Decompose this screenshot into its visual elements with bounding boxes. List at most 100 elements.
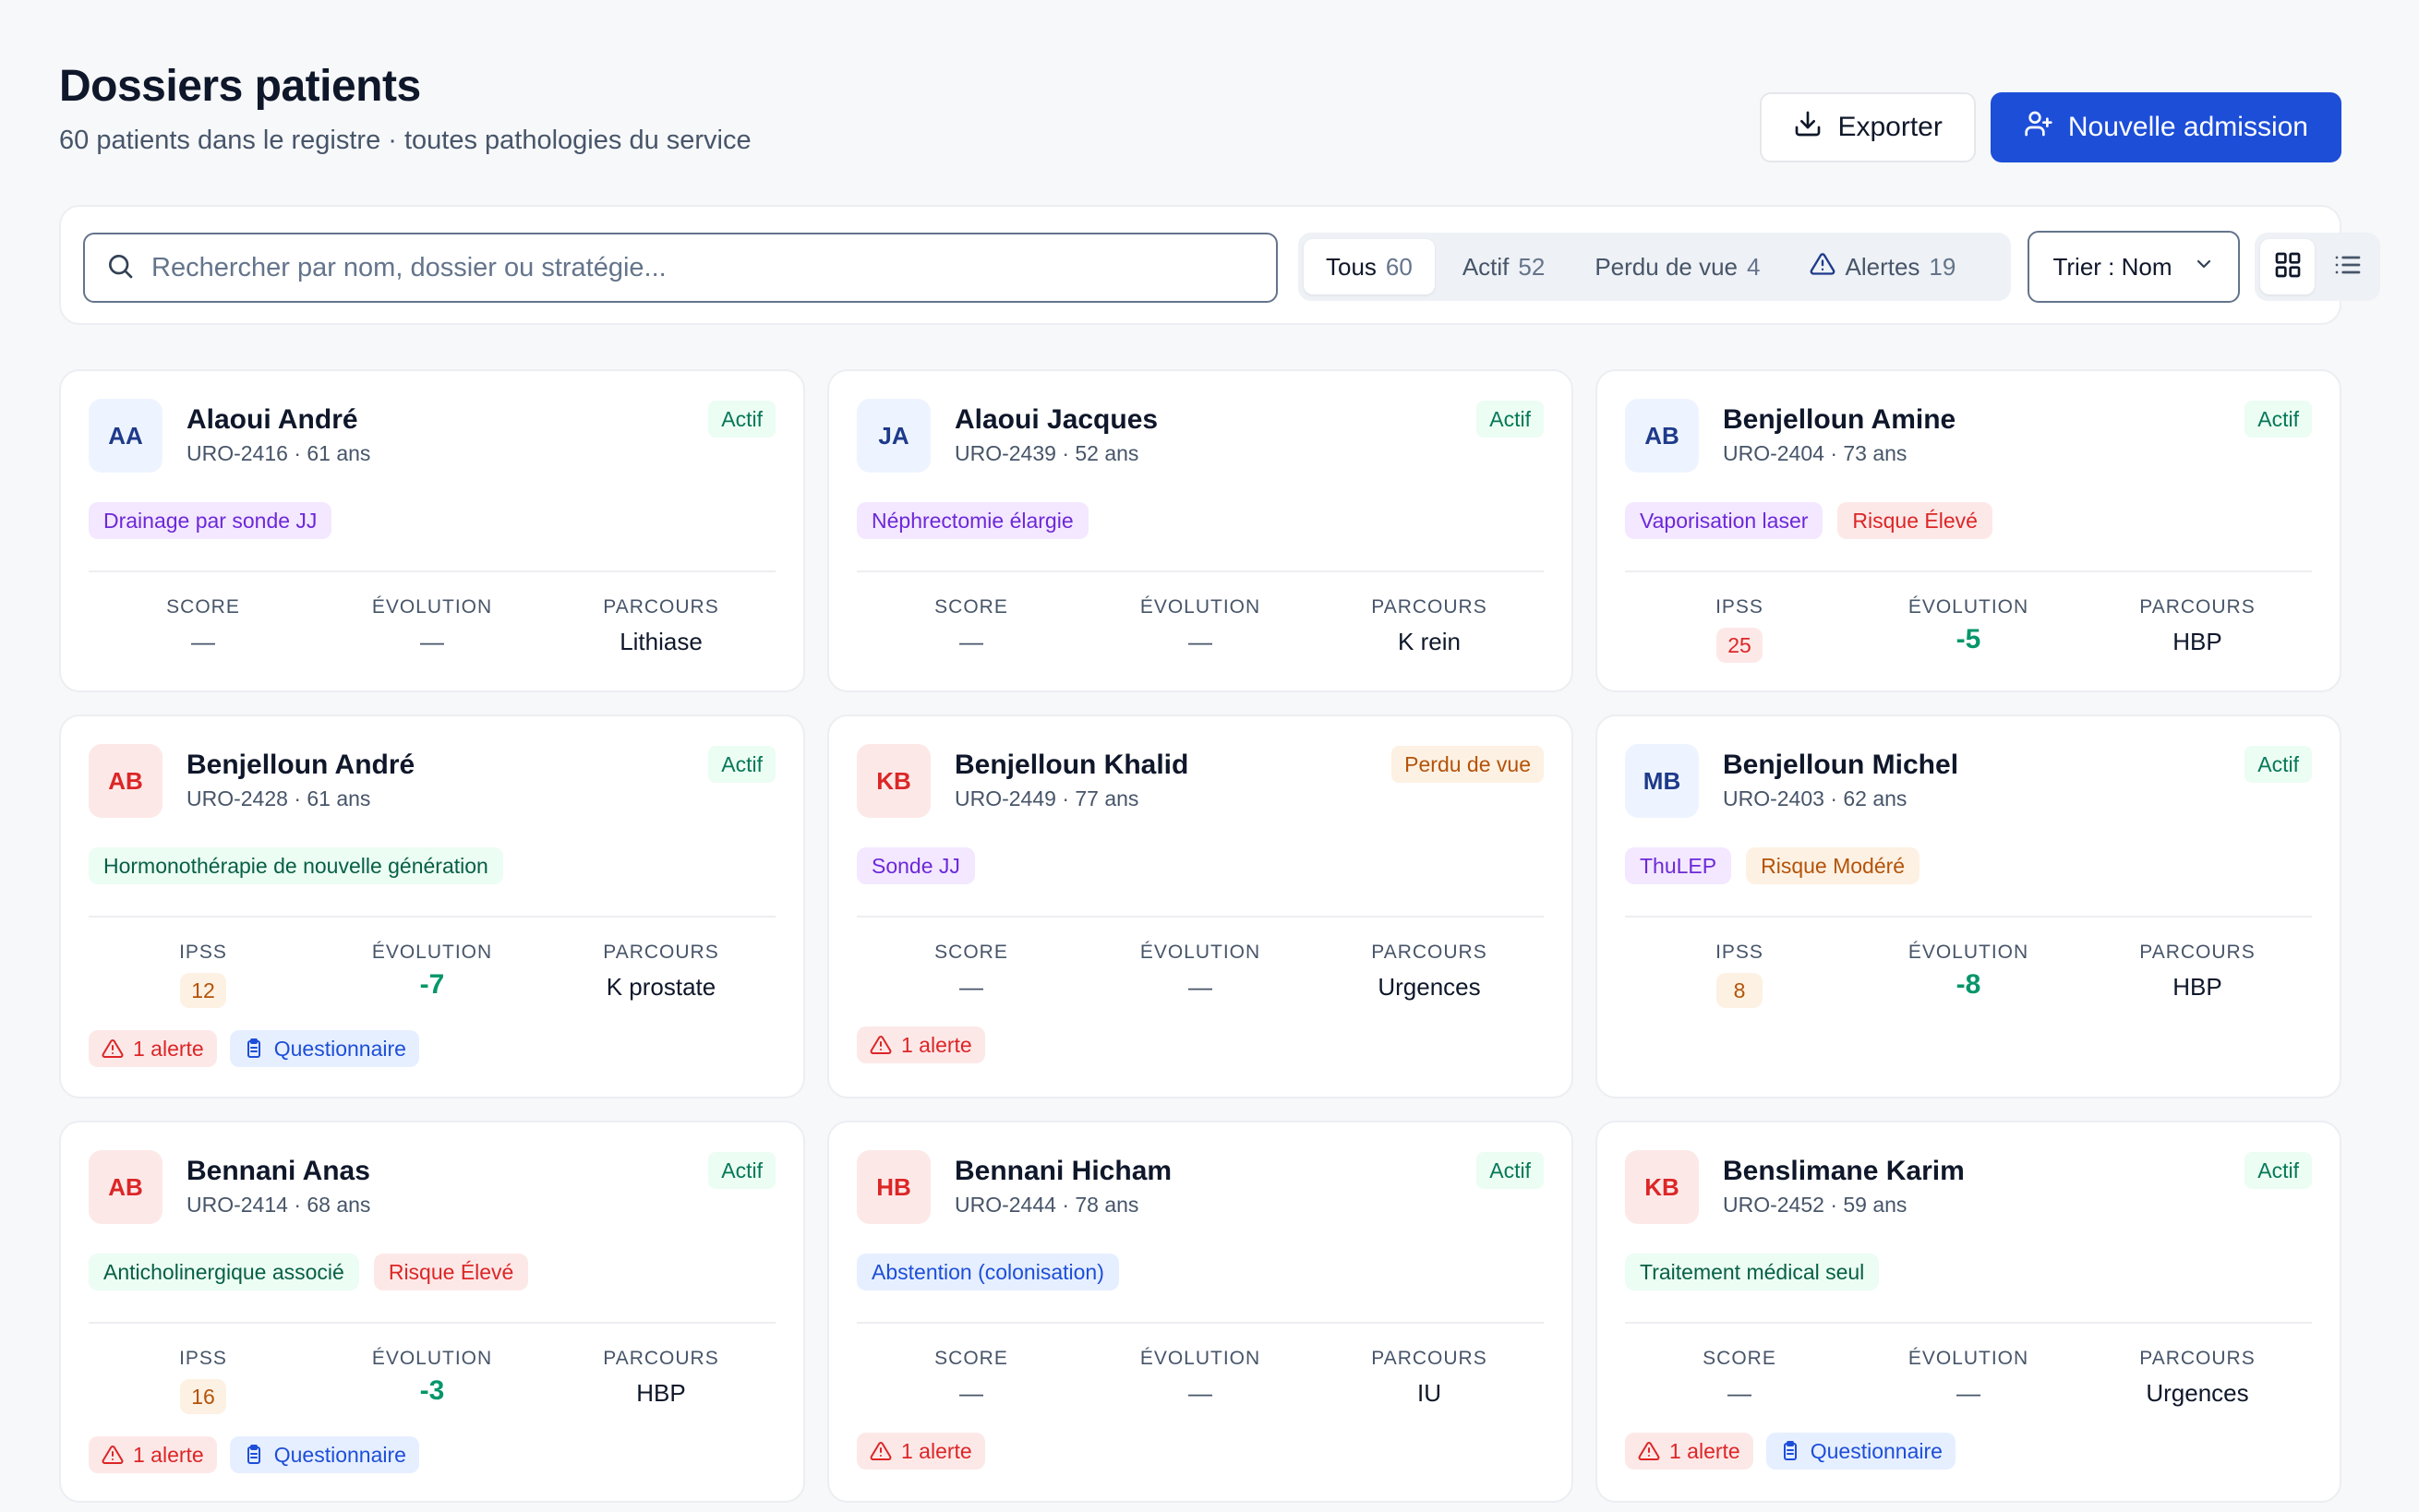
footer-tags: 1 alerte [857, 1026, 985, 1063]
score-value: — [959, 628, 983, 655]
list-icon [2333, 250, 2363, 284]
patient-meta: URO-2452 · 59 ans [1723, 1193, 1908, 1217]
filter-tous[interactable]: Tous 60 [1304, 239, 1435, 294]
toolbar: Tous 60 Actif 52 Perdu de vue 4 Alertes … [59, 205, 2380, 325]
questionnaire-label: Questionnaire [273, 1442, 406, 1467]
risk-tag: Risque Modéré [1746, 847, 1920, 884]
warning-icon [1638, 1441, 1660, 1460]
evolution-label: ÉVOLUTION [1139, 942, 1261, 963]
tag-list: Abstention (colonisation) [857, 1254, 1119, 1290]
tag-list: Traitement médical seul [1625, 1254, 1880, 1290]
treatment-tag: Traitement médical seul [1625, 1254, 1880, 1290]
avatar: AB [1625, 399, 1699, 473]
parcours-value: HBP [2172, 628, 2222, 655]
footer-tags: 1 alerte Questionnaire [1625, 1433, 1956, 1470]
questionnaire-badge[interactable]: Questionnaire [1765, 1433, 1956, 1470]
list-view-button[interactable] [2320, 239, 2375, 294]
patient-card[interactable]: AB Benjelloun Amine URO-2404 · 73 ans Ac… [1595, 369, 2341, 692]
filter-label: Actif [1462, 252, 1510, 281]
alert-badge[interactable]: 1 alerte [857, 1433, 985, 1470]
evolution-label: ÉVOLUTION [1908, 942, 2029, 963]
filter-alertes[interactable]: Alertes 19 [1787, 239, 1978, 294]
patient-meta: URO-2439 · 52 ans [955, 441, 1139, 465]
evolution-value: — [1188, 1379, 1212, 1407]
patient-name: Bennani Hicham [955, 1156, 1173, 1186]
search-icon [105, 251, 135, 285]
patient-card[interactable]: HB Bennani Hicham URO-2444 · 78 ans Acti… [827, 1121, 1573, 1503]
tag-list: Sonde JJ [857, 847, 975, 884]
stats: IPSS 25 ÉVOLUTION -5 PARCOURS HBP [1625, 596, 2312, 663]
divider [89, 916, 776, 918]
patient-meta: URO-2403 · 62 ans [1723, 786, 1908, 810]
parcours-label: PARCOURS [603, 596, 719, 618]
avatar: AB [89, 1150, 162, 1224]
parcours-value: HBP [636, 1379, 686, 1407]
evolution-label: ÉVOLUTION [371, 942, 493, 963]
clipboard-icon [1783, 1441, 1797, 1460]
footer-tags: 1 alerte Questionnaire [89, 1030, 419, 1067]
tag-list: Anticholinergique associé Risque Élevé [89, 1254, 529, 1290]
parcours-value: IU [1417, 1379, 1441, 1407]
patient-card[interactable]: KB Benslimane Karim URO-2452 · 59 ans Ac… [1595, 1121, 2341, 1503]
score-label: SCORE [934, 596, 1008, 618]
patient-card[interactable]: JA Alaoui Jacques URO-2439 · 52 ans Acti… [827, 369, 1573, 692]
avatar: AA [89, 399, 162, 473]
warning-icon [1810, 251, 1835, 283]
divider [1625, 916, 2312, 918]
parcours-label: PARCOURS [1371, 596, 1487, 618]
treatment-tag: Sonde JJ [857, 847, 975, 884]
page-title: Dossiers patients [59, 62, 421, 111]
stats: SCORE — ÉVOLUTION — PARCOURS IU [857, 1348, 1544, 1408]
patient-card[interactable]: AA Alaoui André URO-2416 · 61 ans Actif … [59, 369, 805, 692]
tag-list: Drainage par sonde JJ [89, 502, 332, 539]
risk-tag: Risque Élevé [1837, 502, 1992, 539]
alert-badge[interactable]: 1 alerte [1625, 1433, 1753, 1470]
page-subtitle: 60 patients dans le registre · toutes pa… [59, 126, 752, 155]
patient-card[interactable]: KB Benjelloun Khalid URO-2449 · 77 ans P… [827, 714, 1573, 1098]
questionnaire-badge[interactable]: Questionnaire [229, 1436, 419, 1473]
filter-actif[interactable]: Actif 52 [1440, 239, 1568, 294]
alert-badge[interactable]: 1 alerte [89, 1030, 217, 1067]
divider [857, 1322, 1544, 1324]
stats: SCORE — ÉVOLUTION — PARCOURS Lithiase [89, 596, 776, 656]
footer-tags: 1 alerte Questionnaire [89, 1436, 419, 1473]
score-value: — [191, 628, 215, 655]
patient-name: Benjelloun Michel [1723, 750, 1959, 780]
evolution-label: ÉVOLUTION [1908, 1348, 2029, 1369]
patient-card[interactable]: MB Benjelloun Michel URO-2403 · 62 ans A… [1595, 714, 2341, 1098]
score-label: SCORE [934, 942, 1008, 963]
status-badge: Actif [708, 746, 776, 783]
export-button[interactable]: Exporter [1760, 92, 1976, 162]
score-value: 25 [1716, 628, 1763, 663]
evolution-label: ÉVOLUTION [1908, 596, 2029, 618]
patient-meta: URO-2414 · 68 ans [187, 1193, 371, 1217]
patient-card[interactable]: AB Bennani Anas URO-2414 · 68 ans Actif … [59, 1121, 805, 1503]
status-badge: Actif [1476, 401, 1544, 438]
filter-label: Tous [1326, 252, 1377, 281]
alert-badge[interactable]: 1 alerte [857, 1026, 985, 1063]
parcours-label: PARCOURS [1371, 942, 1487, 963]
score-label: IPSS [179, 1348, 227, 1369]
divider [857, 916, 1544, 918]
patient-meta: URO-2428 · 61 ans [187, 786, 371, 810]
questionnaire-badge[interactable]: Questionnaire [229, 1030, 419, 1067]
page-header: Dossiers patients 60 patients dans le re… [59, 55, 2341, 166]
parcours-value: Urgences [2146, 1379, 2249, 1407]
evolution-value: -3 [419, 1375, 445, 1406]
alert-label: 1 alerte [133, 1442, 204, 1467]
filter-perdu-de-vue[interactable]: Perdu de vue 4 [1572, 239, 1782, 294]
filter-count: 52 [1518, 252, 1546, 281]
patient-card[interactable]: AB Benjelloun André URO-2428 · 61 ans Ac… [59, 714, 805, 1098]
score-label: IPSS [1715, 942, 1763, 963]
alert-badge[interactable]: 1 alerte [89, 1436, 217, 1473]
patient-meta: URO-2449 · 77 ans [955, 786, 1139, 810]
treatment-tag: Abstention (colonisation) [857, 1254, 1119, 1290]
evolution-label: ÉVOLUTION [371, 1348, 493, 1369]
new-admission-button[interactable]: Nouvelle admission [1990, 92, 2341, 162]
divider [1625, 1322, 2312, 1324]
divider [89, 1322, 776, 1324]
grid-view-button[interactable] [2260, 239, 2315, 294]
sort-select[interactable]: Trier : Nom [2028, 231, 2240, 303]
search-input[interactable] [151, 252, 1241, 283]
alert-label: 1 alerte [1669, 1438, 1740, 1463]
